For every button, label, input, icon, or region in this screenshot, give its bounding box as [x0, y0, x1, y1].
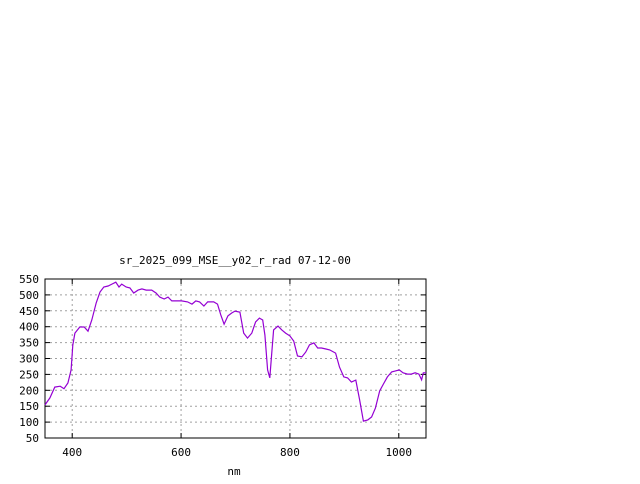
y-tick-label: 400: [19, 321, 39, 334]
y-tick-label: 50: [26, 432, 39, 445]
y-tick-label: 550: [19, 273, 39, 286]
x-tick-label: 800: [280, 446, 300, 459]
y-tick-label: 150: [19, 400, 39, 413]
y-tick-label: 350: [19, 337, 39, 350]
y-tick-label: 300: [19, 353, 39, 366]
chart-title: sr_2025_099_MSE__y02_r_rad 07-12-00: [119, 254, 351, 267]
x-tick-label: 600: [171, 446, 191, 459]
y-tick-label: 500: [19, 289, 39, 302]
y-tick-label: 100: [19, 416, 39, 429]
grid: [45, 279, 426, 438]
y-tick-label: 450: [19, 305, 39, 318]
x-tick-label: 400: [62, 446, 82, 459]
y-tick-label: 200: [19, 384, 39, 397]
ticks: 50 100 150 200 250 300 350 400 450 500 550 400 600 80…: [19, 273, 426, 459]
y-tick-label: 250: [19, 368, 39, 381]
x-tick-label: 1000: [386, 446, 413, 459]
plot-frame: [44, 278, 427, 439]
x-axis-label: nm: [227, 465, 241, 478]
series-line: [44, 281, 426, 422]
